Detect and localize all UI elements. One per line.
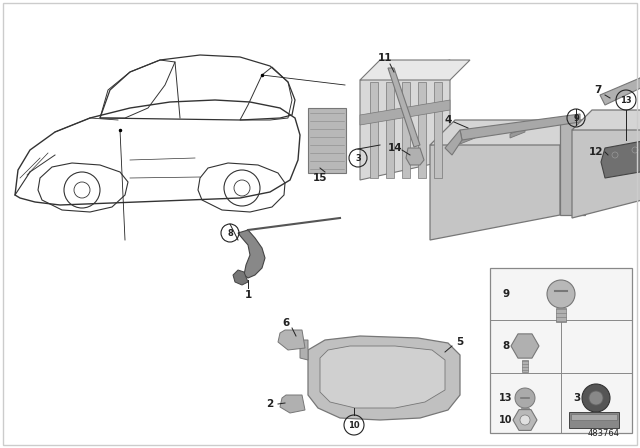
Circle shape: [547, 280, 575, 308]
Polygon shape: [406, 148, 424, 165]
Text: 14: 14: [388, 143, 403, 153]
Polygon shape: [320, 346, 445, 408]
Polygon shape: [601, 140, 640, 178]
Polygon shape: [360, 60, 470, 80]
Bar: [308, 108, 346, 173]
Polygon shape: [571, 414, 617, 420]
Text: 8: 8: [227, 228, 233, 237]
Polygon shape: [522, 360, 528, 372]
Polygon shape: [560, 120, 585, 215]
Polygon shape: [280, 395, 305, 413]
Text: 3: 3: [573, 393, 580, 403]
Text: 15: 15: [313, 173, 327, 183]
Circle shape: [582, 384, 610, 412]
Text: 4: 4: [444, 115, 452, 125]
Text: 8: 8: [502, 341, 509, 351]
Polygon shape: [513, 409, 537, 431]
Polygon shape: [418, 82, 426, 178]
Polygon shape: [278, 330, 305, 350]
Text: 13: 13: [499, 393, 513, 403]
Polygon shape: [360, 100, 450, 125]
Polygon shape: [511, 334, 539, 358]
Polygon shape: [430, 120, 585, 145]
Text: 6: 6: [282, 318, 290, 328]
Polygon shape: [521, 408, 529, 418]
Polygon shape: [360, 60, 450, 180]
Polygon shape: [445, 130, 462, 155]
Polygon shape: [556, 308, 566, 322]
Polygon shape: [370, 82, 378, 178]
Text: 13: 13: [620, 95, 632, 104]
Text: 483764: 483764: [588, 429, 620, 438]
Bar: [490, 268, 632, 433]
Polygon shape: [569, 412, 619, 428]
Text: 7: 7: [595, 85, 602, 95]
Circle shape: [589, 391, 603, 405]
Polygon shape: [572, 110, 640, 218]
Text: 9: 9: [502, 289, 509, 299]
Polygon shape: [460, 134, 475, 144]
Polygon shape: [430, 120, 560, 240]
Text: 10: 10: [499, 415, 513, 425]
Text: 1: 1: [244, 290, 252, 300]
Polygon shape: [572, 110, 640, 130]
Text: 11: 11: [378, 53, 392, 63]
Polygon shape: [434, 82, 442, 178]
Polygon shape: [402, 82, 410, 178]
Text: 10: 10: [348, 421, 360, 430]
Text: 9: 9: [573, 113, 579, 122]
Text: 3: 3: [355, 154, 361, 163]
Polygon shape: [388, 68, 420, 147]
Polygon shape: [238, 230, 265, 278]
Text: 5: 5: [456, 337, 463, 347]
Polygon shape: [386, 82, 394, 178]
Polygon shape: [460, 114, 580, 140]
Text: 12: 12: [589, 147, 604, 157]
Polygon shape: [233, 270, 248, 285]
Polygon shape: [510, 128, 525, 138]
Polygon shape: [300, 340, 308, 360]
Circle shape: [520, 415, 530, 425]
Circle shape: [515, 388, 535, 408]
Text: 2: 2: [266, 399, 274, 409]
Polygon shape: [308, 336, 460, 420]
Polygon shape: [600, 78, 640, 105]
